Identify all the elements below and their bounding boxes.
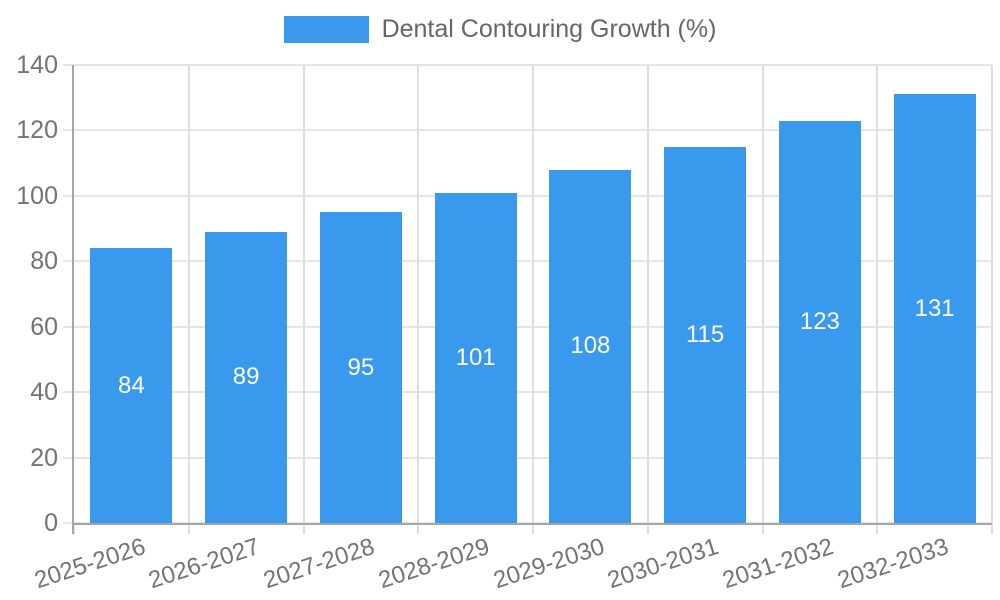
- x-tick-label: 2028-2029: [375, 533, 493, 595]
- gridline-vertical: [302, 65, 305, 523]
- y-axis-tick: [63, 456, 74, 459]
- bar[interactable]: [549, 169, 632, 523]
- gridline-vertical: [991, 65, 993, 523]
- legend: Dental Contouring Growth (%): [0, 16, 1000, 43]
- y-axis-tick: [63, 129, 74, 132]
- bar-value-label: 108: [570, 332, 611, 360]
- bar[interactable]: [90, 248, 173, 523]
- bar[interactable]: [205, 231, 288, 523]
- bar[interactable]: [893, 94, 976, 523]
- gridline-vertical: [187, 65, 190, 523]
- bar-value-label: 131: [914, 294, 955, 322]
- y-axis-tick: [63, 194, 74, 197]
- bar[interactable]: [319, 212, 402, 523]
- bar-value-label: 95: [347, 353, 375, 381]
- y-tick-label: 40: [30, 378, 58, 407]
- y-axis-tick: [63, 64, 74, 66]
- bar-value-label: 84: [118, 371, 145, 399]
- gridline-vertical: [646, 65, 649, 523]
- gridline-vertical: [761, 65, 764, 523]
- y-axis-tick: [63, 325, 74, 328]
- gridline-vertical: [532, 65, 534, 523]
- x-axis-tick: [646, 524, 649, 534]
- x-axis-tick: [417, 524, 420, 534]
- gridline-vertical: [876, 65, 879, 523]
- y-axis-line: [72, 65, 74, 534]
- bar[interactable]: [434, 192, 517, 523]
- bar-value-label: 89: [232, 363, 260, 391]
- x-axis-tick: [187, 524, 190, 534]
- x-axis-tick: [761, 524, 764, 534]
- y-tick-label: 100: [16, 181, 58, 210]
- x-tick-label: 2025-2026: [30, 533, 149, 595]
- y-tick-label: 140: [16, 51, 58, 79]
- x-axis-tick: [73, 524, 75, 534]
- gridline-vertical: [417, 65, 420, 523]
- x-axis-line: [72, 523, 992, 525]
- bar-value-label: 123: [799, 307, 840, 335]
- legend-swatch: [283, 16, 369, 43]
- x-axis-tick: [302, 524, 305, 534]
- bar-value-label: 115: [685, 320, 725, 348]
- y-axis-tick: [63, 260, 74, 263]
- x-axis-tick: [532, 524, 534, 534]
- bar[interactable]: [664, 146, 747, 523]
- y-tick-label: 80: [30, 247, 58, 276]
- y-tick-label: 0: [44, 509, 58, 537]
- y-axis-tick: [63, 522, 74, 524]
- x-tick-label: 2032-2033: [834, 533, 952, 595]
- y-axis-tick: [63, 391, 74, 394]
- y-tick-label: 60: [30, 312, 58, 341]
- x-axis-tick: [991, 524, 993, 534]
- x-tick-label: 2026-2027: [145, 533, 264, 595]
- x-tick-label: 2029-2030: [489, 533, 608, 595]
- y-tick-label: 20: [30, 443, 58, 472]
- x-tick-label: 2031-2032: [719, 533, 837, 595]
- bar-value-label: 101: [455, 343, 496, 371]
- y-tick-label: 120: [16, 116, 58, 145]
- x-tick-label: 2030-2031: [604, 533, 723, 595]
- bar[interactable]: [778, 120, 861, 523]
- legend-label: Dental Contouring Growth (%): [381, 15, 717, 43]
- legend-item[interactable]: Dental Contouring Growth (%): [283, 15, 717, 43]
- x-tick-label: 2027-2028: [260, 533, 378, 595]
- x-axis-tick: [876, 524, 879, 534]
